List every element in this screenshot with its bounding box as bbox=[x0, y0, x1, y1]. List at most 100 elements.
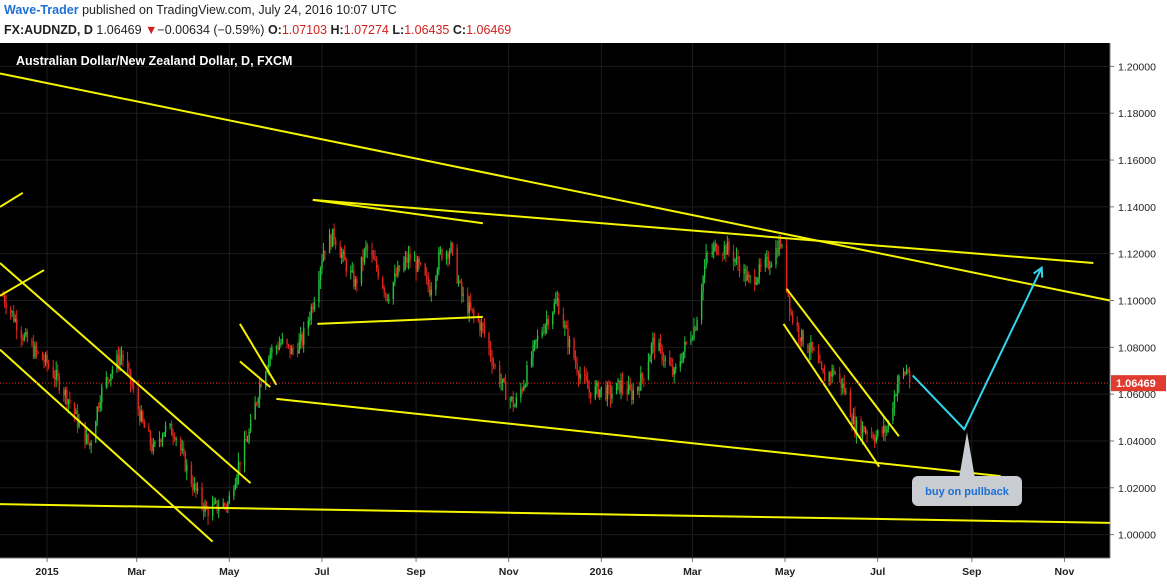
candle-body bbox=[640, 373, 642, 391]
candle-body bbox=[10, 308, 12, 313]
y-tick-label: 1.10000 bbox=[1118, 296, 1156, 308]
candle-body bbox=[73, 403, 76, 415]
quote-bar: FX:AUDNZD, D 1.06469 ▼−0.00634 (−0.59%) … bbox=[0, 20, 1167, 41]
candle-body bbox=[737, 256, 739, 264]
candle-body bbox=[546, 319, 548, 326]
candle-body bbox=[643, 378, 645, 380]
candle-body bbox=[202, 505, 205, 512]
price-chart[interactable]: Australian Dollar/New Zealand Dollar, D,… bbox=[0, 43, 1167, 588]
candle-body bbox=[743, 268, 745, 274]
candle-body bbox=[256, 402, 258, 404]
last-price: 1.06469 bbox=[96, 23, 142, 37]
high-value: 1.07274 bbox=[343, 23, 389, 37]
candle-body bbox=[620, 380, 622, 393]
candle-body bbox=[690, 339, 692, 343]
candle-body bbox=[227, 503, 229, 508]
x-tick-label: 2016 bbox=[590, 566, 614, 578]
candle-body bbox=[693, 326, 695, 339]
candle-body bbox=[717, 253, 720, 255]
candle-body bbox=[781, 245, 783, 247]
candle-body bbox=[480, 323, 483, 331]
candle-body bbox=[122, 355, 124, 361]
candle-body bbox=[798, 325, 800, 338]
candle-body bbox=[234, 483, 237, 490]
candle-body bbox=[398, 265, 401, 271]
candle-body bbox=[866, 431, 868, 435]
candle-body bbox=[713, 246, 715, 253]
candle-body bbox=[735, 256, 738, 260]
trendline bbox=[782, 323, 881, 468]
candle-body bbox=[811, 342, 814, 349]
change-value: −0.00634 (−0.59%) bbox=[157, 23, 265, 37]
candle-body bbox=[392, 282, 395, 300]
candle-body bbox=[898, 375, 900, 384]
candle-body bbox=[158, 439, 161, 442]
candle-body bbox=[754, 276, 756, 285]
candle-body bbox=[673, 368, 675, 375]
candle-body bbox=[224, 503, 226, 506]
candle-body bbox=[397, 265, 399, 276]
candle-body bbox=[116, 354, 118, 370]
x-tick-label: Sep bbox=[406, 566, 425, 578]
candle-body bbox=[360, 256, 363, 284]
candle-body bbox=[638, 386, 641, 391]
candle-body bbox=[631, 388, 633, 400]
candle-body bbox=[893, 395, 896, 409]
candle-body bbox=[764, 258, 767, 267]
candle-body bbox=[492, 365, 495, 367]
candle-body bbox=[789, 295, 791, 312]
candle-body bbox=[31, 341, 33, 344]
candle-body bbox=[785, 245, 788, 290]
time-axis[interactable] bbox=[0, 558, 1167, 588]
candle-body bbox=[664, 357, 666, 361]
candle-body bbox=[839, 373, 841, 379]
candle-body bbox=[628, 384, 630, 395]
candle-body bbox=[728, 241, 730, 252]
candle-body bbox=[2, 295, 4, 297]
candle-body bbox=[711, 252, 713, 255]
annotation-callout[interactable]: buy on pullback bbox=[912, 432, 1022, 506]
candle-body bbox=[211, 504, 214, 517]
candle-body bbox=[670, 364, 672, 366]
candle-body bbox=[52, 366, 54, 378]
candle-body bbox=[895, 395, 897, 397]
candle-body bbox=[164, 425, 167, 433]
candle-body bbox=[365, 245, 367, 250]
candle-body bbox=[301, 334, 303, 345]
candle-body bbox=[310, 306, 313, 319]
candle-body bbox=[831, 368, 833, 377]
candle-body bbox=[776, 248, 779, 256]
candle-body bbox=[184, 452, 187, 472]
candle-body bbox=[271, 347, 273, 353]
candle-body bbox=[161, 436, 164, 443]
candle-body bbox=[652, 337, 654, 345]
trendline bbox=[0, 191, 24, 208]
candle-body bbox=[833, 368, 835, 374]
price-axis[interactable] bbox=[1110, 43, 1167, 558]
candle-body bbox=[520, 389, 522, 398]
candle-body bbox=[573, 339, 575, 359]
candle-body bbox=[99, 402, 102, 408]
candle-body bbox=[395, 273, 398, 276]
candle-body bbox=[830, 372, 832, 377]
candle-body bbox=[289, 345, 291, 355]
author-link[interactable]: Wave-Trader bbox=[4, 3, 79, 17]
candle-body bbox=[43, 360, 45, 363]
candle-body bbox=[11, 311, 13, 313]
candle-body bbox=[249, 419, 252, 432]
candle-body bbox=[328, 234, 331, 253]
candle-body bbox=[429, 286, 431, 296]
candle-body bbox=[626, 388, 628, 395]
candle-body bbox=[180, 438, 182, 451]
candle-body bbox=[597, 382, 600, 397]
candle-body bbox=[790, 311, 792, 315]
candle-body bbox=[778, 240, 780, 256]
candle-body bbox=[822, 368, 824, 374]
candle-body bbox=[35, 345, 38, 352]
candle-body bbox=[426, 274, 428, 278]
candle-body bbox=[278, 344, 281, 350]
candle-body bbox=[319, 268, 322, 281]
candle-body bbox=[801, 330, 803, 342]
candle-body bbox=[233, 489, 235, 496]
candle-body bbox=[577, 372, 580, 379]
